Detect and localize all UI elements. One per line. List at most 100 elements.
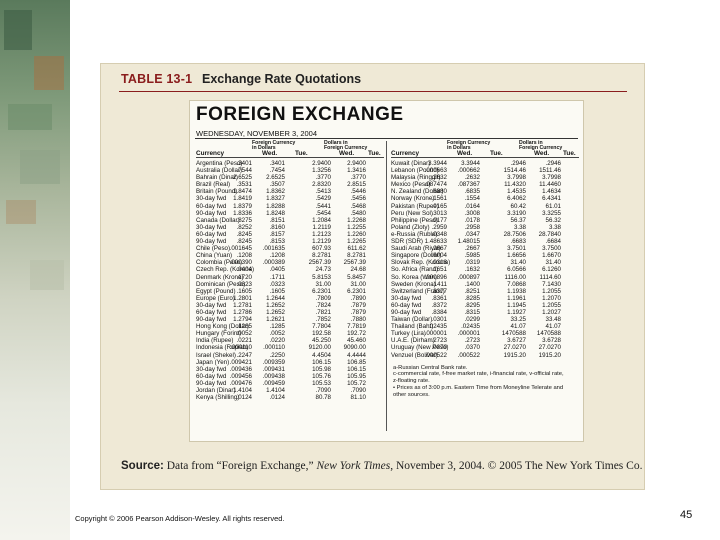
footnote: • Prices as of 3:00 p.m. Eastern Time fr… [393, 385, 564, 392]
foreign-in-dollars-tue: .009359 [262, 358, 285, 366]
dollars-in-foreign-tue: 45.460 [347, 337, 366, 345]
dollars-in-foreign-tue: 3.7500 [542, 245, 561, 253]
currency-cell: Hong Kong (Dollar) [196, 323, 249, 331]
table-row: 30-day fwd 1.8419 1.8327 .5429 .5456 [196, 195, 384, 202]
currency-cell: Kenya (Shilling) [196, 394, 240, 402]
currency-cell: Poland (Zloty) [391, 223, 430, 231]
currency-cell: 30-day fwd [391, 294, 422, 302]
foreign-in-dollars-wed: 1.2786 [233, 308, 252, 316]
dollars-in-foreign-wed: 1.2084 [312, 216, 331, 224]
dollars-in-foreign-wed: .7090 [315, 387, 331, 394]
currency-cell: So. Africa (Rand) [391, 266, 439, 274]
header-group-line: Foreign Currency [324, 145, 368, 152]
dollars-in-foreign-tue: .7890 [350, 294, 366, 302]
rates-column-left: Foreign Currency in Dollars Dollars in For… [196, 140, 384, 401]
currency-cell: Venzuel (Bolivar) [391, 351, 438, 359]
dollars-in-foreign-tue: 611.62 [347, 245, 366, 253]
dollars-in-foreign-wed: 192.58 [312, 330, 331, 338]
column-header: Foreign Currency in Dollars Dollars in For… [196, 140, 384, 158]
table-row: 90-day fwd .8245 .8153 1.2129 1.2265 [196, 238, 384, 245]
dollars-in-foreign-wed: 6.2301 [312, 287, 331, 295]
currency-cell: Colombia (Peso) [196, 259, 243, 267]
dollars-in-foreign-wed: 7.0868 [507, 280, 526, 288]
table-row: Hungary (Forint) .0052.0052 192.58 192.72 [196, 330, 384, 337]
foreign-in-dollars-tue: .0220 [269, 337, 285, 345]
dollars-in-foreign-wed: 1514.46 [503, 167, 526, 175]
table-row: Malaysia (Ringgit) .2632.2632 3.7998 3.7998 [391, 174, 579, 181]
currency-cell: 90-day fwd [196, 316, 227, 324]
foreign-in-dollars-tue: 1.2652 [266, 308, 285, 316]
table-row: Australia (Dollar) .7544 .7454 1.3256 1.3416 [196, 167, 384, 174]
currency-cell: Lebanon (Pound) [391, 167, 439, 175]
foreign-in-dollars-wed: .0323 [236, 280, 252, 288]
table-row: Kuwait (Dinar) 3.3944 3.3944.2946.2946 [391, 160, 579, 167]
header-wed: Wed. [262, 149, 278, 157]
dollars-in-foreign-tue: 106.85 [347, 358, 366, 366]
table-row: Bahrain (Dinar) 2.6525 2.6525.3770.3770 [196, 174, 384, 181]
dollars-in-foreign-tue: 1.3416 [347, 167, 366, 175]
foreign-in-dollars-wed: .0370 [431, 344, 447, 352]
dollars-in-foreign-wed: 27.0270 [503, 344, 526, 352]
dollars-in-foreign-tue: 192.72 [347, 330, 366, 338]
foreign-in-dollars-wed: .2667 [431, 245, 447, 253]
currency-cell: Malaysia (Ringgit) [391, 174, 441, 182]
table-row: So. Korea (Won) .000896 .000897 1116.00 1114… [391, 274, 579, 281]
dollars-in-foreign-wed: 28.7506 [503, 230, 526, 238]
foreign-in-dollars-tue: .8315 [464, 308, 480, 316]
dollars-in-foreign-wed: .5441 [315, 202, 331, 210]
foreign-in-dollars-wed: .000390 [229, 259, 252, 267]
currency-cell: Philippine (Peso) [391, 216, 438, 224]
foreign-in-dollars-tue: .1632 [464, 266, 480, 274]
table-row: Poland (Zloty) .2959 .2958 3.38 3.38 [391, 224, 579, 231]
currency-cell: Taiwan (Dollar) [391, 316, 433, 324]
dollars-in-foreign-tue: .2946 [545, 160, 561, 167]
dollars-in-foreign-wed: 56.37 [510, 216, 526, 224]
dollars-in-foreign-tue: 105.95 [347, 372, 366, 380]
currency-cell: Saudi Arab (Riyal) [391, 245, 441, 253]
dollars-in-foreign-tue: 31.00 [350, 280, 366, 288]
currency-cell: Denmark (Krone) [196, 273, 244, 281]
table-row: 60-day fwd .8372 .8295 1.1945 1.2055 [391, 302, 579, 309]
foreign-in-dollars-wed: .0177 [431, 216, 447, 224]
table-row: Sweden (Krona) .1411 .1400 7.0868 7.1430 [391, 281, 579, 288]
dollars-in-foreign-tue: .5480 [350, 209, 366, 217]
table-row: Egypt (Pound) .1605.1605 6.2301 6.2301 [196, 288, 384, 295]
foreign-in-dollars-tue: .1711 [269, 273, 285, 281]
foreign-in-dollars-tue: .3401 [269, 160, 285, 167]
header-group-line: in Dollars [252, 145, 276, 152]
header-group-line: Dollars in [324, 140, 348, 146]
table-row: 60-day fwd 1.8379 1.8288 .5441 .5468 [196, 203, 384, 210]
foreign-in-dollars-tue: .8160 [269, 223, 285, 231]
dollars-in-foreign-tue: .5456 [350, 195, 366, 203]
table-row: 60-day fwd .009456 .009438 105.76 105.95 [196, 373, 384, 380]
foreign-in-dollars-wed: 1.48633 [424, 238, 447, 246]
table-row: Kenya (Shilling) .0124.0124 80.78 81.10 [196, 394, 384, 401]
table-row: N. Zealand (Dollar) .6880 .6835 1.4535 1.463… [391, 188, 579, 195]
dollars-in-foreign-tue: .3770 [350, 174, 366, 182]
foreign-in-dollars-tue: 1.2652 [266, 301, 285, 309]
currency-cell: Australia (Dollar) [196, 167, 243, 175]
dollars-in-foreign-wed: 8.2781 [312, 252, 331, 260]
header-currency: Currency [391, 149, 420, 157]
currency-cell: Egypt (Pound) [196, 287, 236, 295]
footnote: c-commercial rate, f-free market rate, i… [393, 371, 564, 378]
table-row: 30-day fwd .009436 .009431 105.98 106.15 [196, 366, 384, 373]
table-figure: TABLE 13-1 Exchange Rate Quotations FORE… [100, 63, 645, 490]
clipping-date: WEDNESDAY, NOVEMBER 3, 2004 [196, 129, 318, 138]
rates-list-right: Kuwait (Dinar) 3.3944 3.3944.2946.2946 Leba… [391, 160, 579, 359]
dollars-in-foreign-wed: 5.8153 [312, 273, 331, 281]
dollars-in-foreign-tue: 27.0270 [538, 344, 561, 352]
dollars-in-foreign-tue: 2567.39 [343, 259, 366, 267]
dollars-in-foreign-wed: 2.9400 [312, 160, 331, 167]
dollars-in-foreign-tue: 1.2268 [347, 216, 366, 224]
source-citation: Source: Data from “Foreign Exchange,” Ne… [121, 460, 642, 472]
foreign-in-dollars-wed: .8372 [431, 301, 447, 309]
table-row: 90-day fwd 1.8336 1.8248 .5454 .5480 [196, 210, 384, 217]
column-divider [386, 141, 387, 431]
dollars-in-foreign-tue: 1915.20 [538, 351, 561, 359]
currency-cell: Switzerland (Franc) [391, 287, 445, 295]
foreign-in-dollars-tue: 3.3944 [461, 160, 480, 167]
table-row: 60-day fwd .8245 .8157 1.2123 1.2260 [196, 231, 384, 238]
table-title-bar: TABLE 13-1 Exchange Rate Quotations [101, 64, 644, 100]
foreign-in-dollars-tue: .0323 [269, 280, 285, 288]
